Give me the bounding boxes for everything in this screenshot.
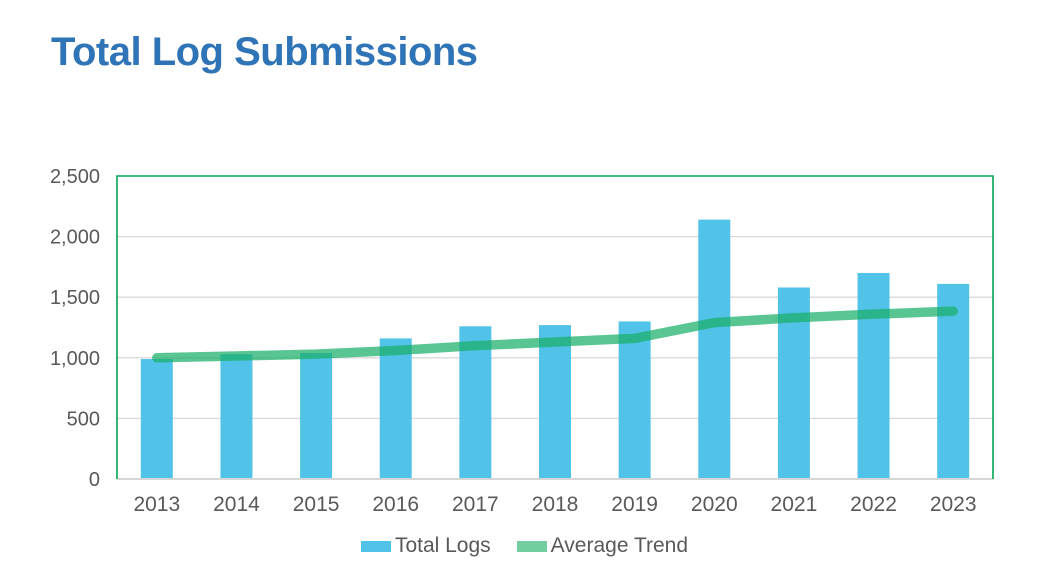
y-axis-tick-label: 2,000 [50, 227, 100, 249]
x-axis-tick-label: 2018 [532, 493, 579, 516]
legend-item-average-trend[interactable]: Average Trend [516, 534, 689, 558]
bar-2017 [459, 326, 492, 479]
y-axis-tick-label: 0 [89, 469, 100, 491]
legend-item-total-logs[interactable]: Total Logs [360, 534, 491, 558]
x-axis-tick-label: 2015 [293, 493, 340, 516]
total-logs-swatch [360, 540, 391, 552]
x-axis-tick-label: 2022 [850, 493, 897, 516]
bar-2015 [300, 352, 333, 479]
plot-border [116, 175, 994, 479]
x-axis-tick-label: 2020 [691, 493, 738, 516]
bar-2023 [937, 283, 970, 479]
bar-2018 [539, 325, 571, 479]
average-trend-line [152, 306, 958, 363]
chart-legend: Total Logs Average Trend [0, 534, 1049, 558]
bar-2014 [220, 354, 253, 479]
bar-2022 [857, 272, 890, 479]
x-axis-tick-label: 2017 [452, 493, 499, 516]
x-axis-tick-label: 2021 [771, 493, 818, 516]
x-axis-tick-label: 2013 [133, 493, 180, 516]
x-axis-tick-label: 2016 [372, 493, 419, 516]
page-title: Total Log Submissions [51, 30, 478, 74]
x-axis-tick-label: 2019 [611, 493, 658, 516]
y-axis-tick-label: 500 [67, 408, 100, 430]
bar-2020 [698, 219, 731, 479]
bar-2013 [140, 359, 173, 479]
legend-label-total-logs: Total Logs [394, 534, 491, 557]
y-axis-tick-label: 1,000 [50, 348, 100, 370]
y-axis-tick-label: 2,500 [50, 166, 100, 188]
x-axis-tick-label: 2014 [213, 493, 260, 516]
bar-2016 [379, 338, 412, 479]
legend-label-average-trend: Average Trend [550, 534, 689, 557]
average-trend-swatch [516, 540, 547, 552]
y-axis-tick-label: 1,500 [50, 287, 100, 309]
x-axis-tick-label: 2023 [930, 493, 977, 516]
bar-2019 [618, 321, 651, 479]
